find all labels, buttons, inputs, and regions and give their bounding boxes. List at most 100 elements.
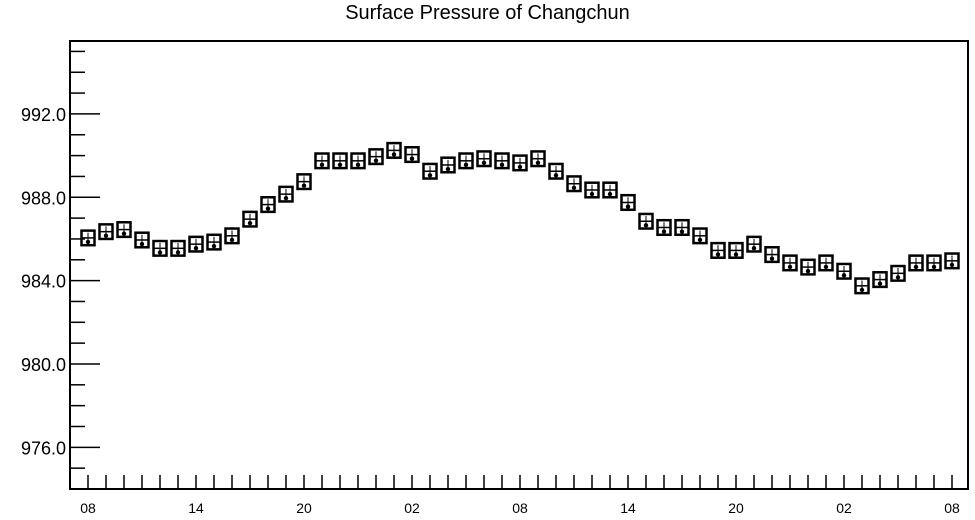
box-mark [422, 162, 438, 180]
data-point [265, 206, 271, 211]
data-point [715, 252, 721, 257]
chart-title: Surface Pressure of Changchun [345, 2, 630, 24]
box-mark [386, 141, 402, 159]
box-mark [494, 152, 510, 170]
data-point [535, 160, 541, 165]
data-point [769, 256, 775, 261]
x-tick-label: 08 [80, 500, 96, 516]
box-mark [332, 152, 348, 170]
data-marks [80, 141, 960, 295]
data-point [85, 239, 91, 245]
box-mark [530, 150, 546, 168]
box-mark [782, 254, 798, 272]
data-point [571, 185, 577, 190]
box-mark [566, 175, 582, 193]
box-mark [764, 246, 780, 264]
x-axis: 08 14 20 02 08 14 20 02 08 [80, 475, 960, 516]
data-point [229, 237, 235, 243]
box-mark [170, 239, 186, 257]
box-mark [260, 196, 276, 214]
box-mark [926, 254, 942, 272]
box-mark [440, 156, 456, 174]
data-point [373, 158, 379, 163]
box-mark [206, 233, 222, 251]
data-point [823, 264, 829, 270]
data-point [427, 173, 433, 178]
box-mark [854, 277, 870, 295]
data-point [445, 166, 451, 172]
data-point [589, 191, 595, 197]
data-point [787, 264, 793, 270]
data-point [733, 252, 739, 257]
box-mark [368, 148, 384, 166]
data-point [193, 246, 199, 251]
y-tick-label: 980.0 [21, 355, 66, 375]
y-axis: 976.0 980.0 984.0 988.0 992.0 [21, 50, 100, 490]
data-point [211, 243, 217, 249]
box-mark [116, 221, 132, 239]
y-tick-label: 988.0 [21, 188, 66, 208]
box-mark [296, 173, 312, 191]
data-point [157, 250, 163, 255]
data-point [841, 273, 847, 278]
data-point [931, 264, 937, 270]
data-point [301, 183, 307, 188]
box-mark [314, 152, 330, 170]
data-point [481, 160, 487, 165]
y-tick-label: 984.0 [21, 272, 66, 292]
x-tick-label: 14 [620, 500, 636, 516]
box-mark [728, 241, 744, 259]
data-point [895, 275, 901, 280]
data-point [625, 204, 631, 209]
box-mark [584, 181, 600, 199]
data-point [463, 162, 469, 168]
box-mark [278, 185, 294, 203]
data-point [499, 162, 505, 168]
box-mark [350, 152, 366, 170]
box-mark [188, 235, 204, 253]
box-mark [944, 252, 960, 270]
data-point [355, 162, 361, 168]
data-point [337, 162, 343, 168]
data-point [283, 195, 289, 201]
box-mark [242, 210, 258, 228]
box-mark [746, 235, 762, 253]
data-point [697, 237, 703, 243]
x-tick-label: 20 [728, 500, 744, 516]
data-point [643, 223, 649, 228]
box-mark [602, 181, 618, 199]
data-point [121, 231, 127, 236]
box-mark [692, 227, 708, 245]
box-mark [656, 218, 672, 237]
x-tick-label: 08 [512, 500, 528, 516]
data-point [319, 162, 325, 168]
y-tick-label: 976.0 [21, 438, 66, 458]
box-mark [476, 150, 492, 168]
box-mark [638, 212, 654, 230]
box-mark [512, 154, 528, 172]
data-point [607, 191, 613, 197]
box-mark [134, 231, 150, 249]
x-tick-label: 08 [944, 500, 960, 516]
box-mark [80, 229, 96, 247]
data-point [409, 156, 415, 161]
data-point [661, 229, 667, 234]
x-tick-label: 20 [296, 500, 312, 516]
data-point [247, 221, 253, 226]
data-point [391, 152, 397, 157]
data-point [517, 164, 523, 170]
box-mark [620, 193, 636, 212]
data-point [751, 246, 757, 251]
data-point [103, 233, 109, 238]
data-point [175, 250, 181, 255]
y-tick-label: 992.0 [21, 105, 66, 125]
box-mark [674, 218, 690, 237]
data-point [859, 287, 865, 293]
data-point [949, 262, 955, 268]
box-mark [98, 223, 114, 241]
data-point [877, 281, 883, 286]
x-tick-label: 02 [836, 500, 852, 516]
box-mark [836, 262, 852, 280]
x-tick-label: 02 [404, 500, 420, 516]
